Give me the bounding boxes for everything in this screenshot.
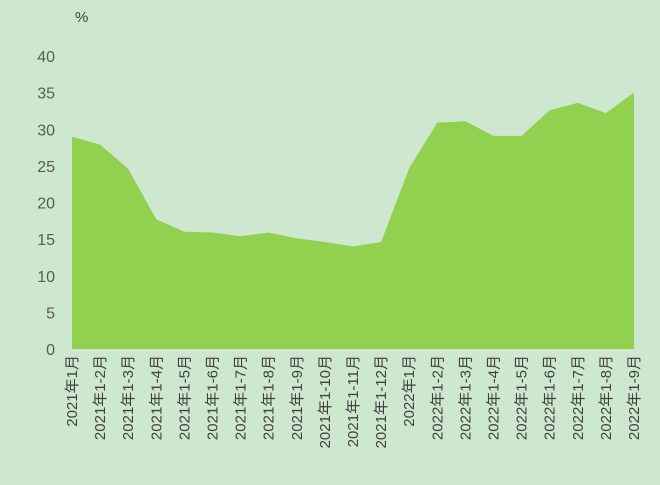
y-tick-label: 10 xyxy=(37,269,55,286)
x-tick-label: 2022年1-5月 xyxy=(514,355,531,440)
x-tick-label: 2022年1月 xyxy=(401,355,418,427)
x-tick-label: 2022年1-6月 xyxy=(542,355,559,440)
x-tick-label: 2022年1-7月 xyxy=(570,355,587,440)
x-tick-label: 2021年1-10月 xyxy=(317,355,334,448)
x-tick-label: 2021年1-5月 xyxy=(176,355,193,440)
x-tick-label: 2021年1-11月 xyxy=(345,355,362,447)
y-tick-label: 15 xyxy=(37,232,55,249)
y-axis-ticks: 0 5 10 15 20 25 30 35 40 xyxy=(37,49,55,359)
area-fill xyxy=(72,92,634,349)
x-axis-ticks: 2021年1月 2021年1-2月 2021年1-3月 2021年1-4月 2021年1… xyxy=(64,355,643,448)
y-unit-label: % xyxy=(75,9,88,26)
y-tick-label: 40 xyxy=(37,49,55,66)
x-tick-label: 2022年1-3月 xyxy=(457,355,474,440)
x-tick-label: 2021年1-12月 xyxy=(373,355,390,448)
y-tick-label: 30 xyxy=(37,122,55,139)
x-tick-label: 2022年1-9月 xyxy=(626,355,643,440)
x-tick-label: 2022年1-8月 xyxy=(598,355,615,440)
x-tick-label: 2022年1-4月 xyxy=(486,355,503,440)
y-tick-label: 25 xyxy=(37,159,55,176)
x-tick-label: 2021年1月 xyxy=(64,355,81,427)
x-tick-label: 2021年1-7月 xyxy=(233,355,250,440)
x-tick-label: 2022年1-2月 xyxy=(429,355,446,440)
x-tick-label: 2021年1-4月 xyxy=(148,355,165,440)
y-tick-label: 35 xyxy=(37,86,55,103)
y-tick-label: 0 xyxy=(46,342,55,359)
x-tick-label: 2021年1-9月 xyxy=(289,355,306,440)
x-tick-label: 2021年1-6月 xyxy=(205,355,222,440)
area-series xyxy=(71,92,635,349)
x-tick-label: 2021年1-8月 xyxy=(261,355,278,440)
x-tick-label: 2021年1-2月 xyxy=(92,355,109,440)
y-tick-label: 5 xyxy=(46,305,55,322)
x-tick-label: 2021年1-3月 xyxy=(120,355,137,440)
y-tick-label: 20 xyxy=(37,196,55,213)
